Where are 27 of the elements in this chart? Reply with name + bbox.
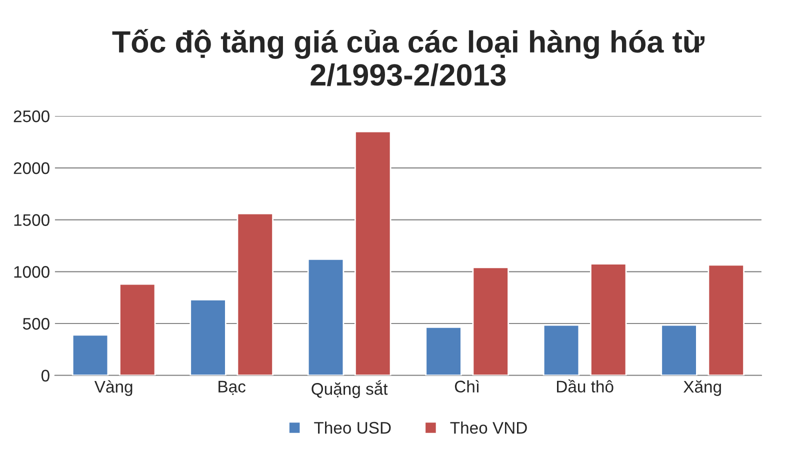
- y-tick-label: 1500: [14, 214, 50, 226]
- x-tick-label: Xăng: [683, 380, 721, 396]
- x-tick-label: Quặng sắt: [312, 380, 388, 398]
- y-tick-label: 500: [22, 318, 50, 330]
- x-tick-label: Dầu thô: [557, 380, 614, 392]
- bar: [354, 130, 392, 376]
- chart-title: Tốc độ tăng giá của các loại hàng hóa từ 2/1993-2/2013: [112, 28, 705, 86]
- y-tick-label: 1000: [14, 266, 50, 278]
- bar: [72, 334, 109, 376]
- bar: [708, 264, 744, 376]
- y-tick-label: 2500: [14, 110, 50, 122]
- y-tick-label: 2000: [14, 162, 50, 174]
- bar: [307, 258, 344, 376]
- x-tick-label: Vàng: [94, 380, 132, 396]
- bar: [236, 212, 274, 376]
- y-tick-label: 0: [41, 370, 50, 382]
- bar: [472, 266, 509, 376]
- bar: [119, 283, 156, 376]
- legend-label: Theo VND: [450, 421, 527, 434]
- bar: [542, 324, 580, 376]
- x-tick-label: Chì: [454, 380, 479, 392]
- bar: [590, 263, 627, 376]
- bar: [660, 324, 698, 376]
- bar: [190, 298, 226, 376]
- x-tick-label: Bạc: [218, 380, 246, 395]
- bar: [425, 326, 462, 376]
- legend-label: Theo USD: [314, 421, 391, 434]
